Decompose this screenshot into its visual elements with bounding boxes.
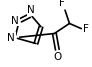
Text: N: N: [7, 33, 15, 43]
Text: O: O: [54, 52, 62, 62]
Text: N: N: [27, 5, 35, 15]
Text: F: F: [83, 24, 89, 34]
Text: F: F: [59, 0, 64, 8]
Text: N: N: [11, 16, 19, 26]
